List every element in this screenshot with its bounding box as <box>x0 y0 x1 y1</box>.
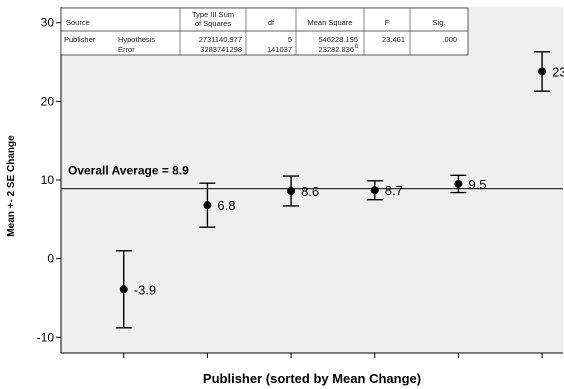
anova-row2-ms-footnote: b <box>355 44 359 50</box>
anova-row2-ms: 23282.836 <box>319 45 354 54</box>
y-tick-label: 0 <box>47 252 54 266</box>
mean-point <box>538 67 547 76</box>
anova-row1-ms: 546228.195 <box>318 35 358 44</box>
x-axis-title: Publisher (sorted by Mean Change) <box>203 371 421 386</box>
error-bar-point: -3.9 <box>115 250 156 329</box>
error-bar-series: -3.9 6.8 8.6 8.7 9.5 23.8 <box>115 51 564 329</box>
mean-point <box>287 187 296 196</box>
anova-row2-ss: 3283741298 <box>200 45 242 54</box>
mean-point <box>370 186 379 195</box>
mean-value-label: 9.5 <box>468 177 486 192</box>
mean-value-label: 8.6 <box>301 184 319 199</box>
error-bar-point: 8.6 <box>283 175 319 207</box>
anova-row2-df: 141037 <box>267 45 292 54</box>
mean-point <box>454 179 463 188</box>
anova-header-source: Source <box>66 18 90 27</box>
y-axis-ticks: -10 0 10 20 30 <box>37 16 61 344</box>
anova-row1-ss: 2731140.977 <box>199 35 242 44</box>
anova-row1-df: 5 <box>288 35 292 44</box>
anova-header-ss-line2: of Squares <box>195 19 232 28</box>
error-bar-point: 9.5 <box>450 174 486 194</box>
anova-header-ms: Mean Square <box>307 18 352 27</box>
error-bar-point: 6.8 <box>199 182 235 228</box>
error-bar-point: 23.8 <box>534 51 564 92</box>
mean-value-label: -3.9 <box>134 282 156 297</box>
anova-row1-sig: .000 <box>442 35 457 44</box>
y-tick-label: -10 <box>37 330 55 344</box>
mean-point <box>119 285 128 294</box>
plot-area <box>61 7 563 353</box>
mean-value-label: 8.7 <box>385 183 403 198</box>
overall-average-label: Overall Average = 8.9 <box>68 164 189 178</box>
anova-row2-term: Error <box>118 45 135 54</box>
anova-row1-f: 23.461 <box>382 35 405 44</box>
y-tick-label: 20 <box>41 94 55 108</box>
y-tick-label: 30 <box>41 16 55 30</box>
anova-table: Source Type III Sum of Squares df Mean S… <box>60 7 469 56</box>
error-bar-point: 8.7 <box>366 180 403 201</box>
mean-point <box>203 201 212 210</box>
anova-table-frame <box>60 7 469 56</box>
mean-value-label: 6.8 <box>217 198 235 213</box>
y-tick-label: 10 <box>41 173 55 187</box>
anova-header-sig: Sig. <box>433 18 446 27</box>
mean-value-label: 23.8 <box>552 64 564 79</box>
anova-row1-source: Publisher <box>64 35 96 44</box>
anova-header-ss-line1: Type III Sum <box>192 10 234 19</box>
anova-header-df: df <box>268 18 275 27</box>
x-axis-ticks <box>123 353 543 358</box>
y-axis-title: Mean +- 2 SE Change <box>6 135 17 237</box>
anova-header-f: F <box>385 18 390 27</box>
anova-row1-term: Hypothesis <box>118 35 155 44</box>
